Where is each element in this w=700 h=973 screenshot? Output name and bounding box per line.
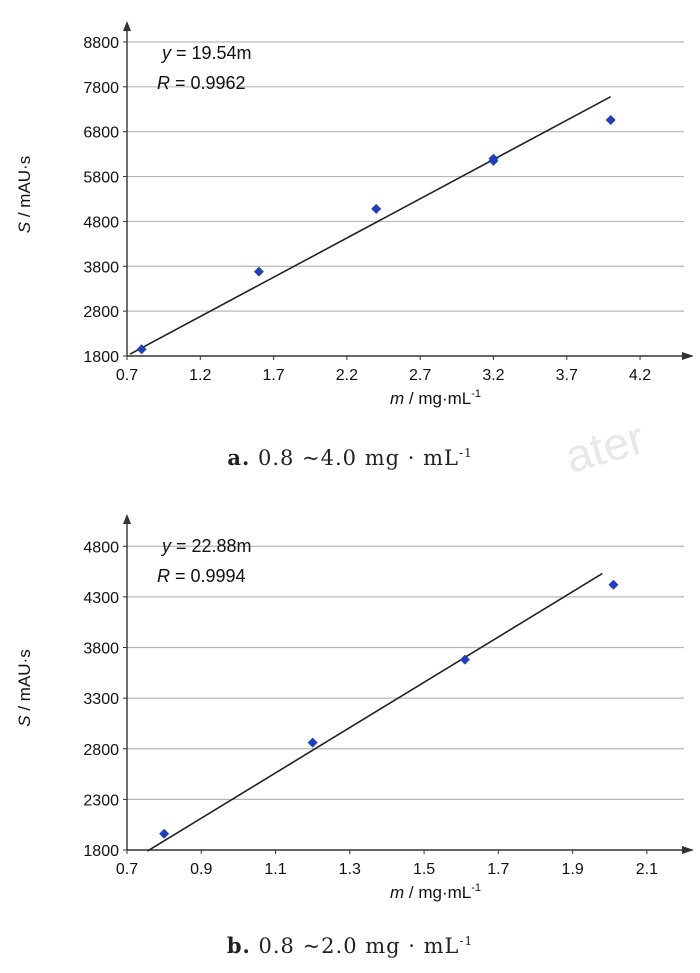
caption-b-label: b.: [226, 933, 251, 958]
chart-b-data-point: [159, 828, 170, 839]
chart-a-y-tick-label: 8800: [83, 35, 119, 52]
chart-a-y-tick-label: 2800: [83, 304, 119, 321]
chart-a-y-tick-label: 1800: [83, 349, 119, 366]
chart-a-x-tick-label: 3.7: [556, 367, 578, 384]
chart-a-x-tick-label: 3.2: [482, 367, 504, 384]
chart-a-y-axis-arrow: [123, 21, 131, 31]
chart-b: 1800 2300 2800 3300 3800 4300 4800 0.7 0.9 1.1 1.3…: [15, 514, 694, 902]
chart-b-data-point: [608, 579, 619, 590]
chart-a-data-point: [605, 115, 616, 126]
chart-b-x-axis-arrow: [682, 846, 694, 854]
chart-b-x-tick-label: 1.9: [561, 861, 583, 878]
chart-a-x-tick-label: 1.2: [189, 367, 211, 384]
chart-b-x-tick-label: 1.5: [413, 861, 435, 878]
chart-panel-a: 1800 2800 3800 4800 5800 6800 7800 8800 0.7 1.2 1.…: [0, 0, 700, 485]
chart-b-x-tick-label: 0.7: [116, 861, 138, 878]
chart-b-y-tick-label: 3800: [83, 641, 119, 658]
chart-a-y-tick-label: 3800: [83, 259, 119, 276]
chart-b-y-tick-label: 1800: [83, 843, 119, 860]
chart-a-y-tick-label: 4800: [83, 214, 119, 231]
caption-a-text: 0.8 ~4.0 mg · mL: [257, 446, 459, 470]
chart-b-y-tick-label: 3300: [83, 691, 119, 708]
chart-a-y-axis-label: S / mAU·s: [15, 156, 34, 233]
chart-b-data-point: [459, 654, 470, 665]
chart-a-x-tick-label: 4.2: [629, 367, 651, 384]
chart-a-y-tick-label: 5800: [83, 170, 119, 187]
chart-a-equation: y = 19.54m: [160, 43, 252, 63]
chart-b-x-tick-label: 1.3: [339, 861, 361, 878]
chart-panel-b: 1800 2300 2800 3300 3800 4300 4800 0.7 0.9 1.1 1.3…: [0, 488, 700, 973]
chart-a-x-tick-label: 2.2: [336, 367, 358, 384]
chart-a: 1800 2800 3800 4800 5800 6800 7800 8800 0.7 1.2 1.…: [15, 21, 694, 408]
chart-a-x-tick-label: 0.7: [116, 367, 138, 384]
chart-a-x-tick-label: 2.7: [409, 367, 431, 384]
chart-a-data-point: [253, 266, 264, 277]
chart-b-x-axis-label: m / mg·mL-1: [390, 882, 481, 902]
chart-b-y-tick-label: 4800: [83, 539, 119, 556]
chart-b-y-tick-label: 2800: [83, 742, 119, 759]
chart-b-y-axis-label: S / mAU·s: [15, 649, 34, 726]
chart-b-x-tick-label: 1.7: [487, 861, 509, 878]
chart-b-y-tick-label: 2300: [83, 792, 119, 809]
chart-b-fit-line: [147, 572, 603, 852]
chart-a-y-tick-label: 7800: [83, 80, 119, 97]
caption-b-text: 0.8 ~2.0 mg · mL: [258, 934, 460, 958]
chart-a-y-tick-label: 6800: [83, 125, 119, 142]
caption-a-label: a.: [227, 445, 251, 470]
chart-b-x-tick-label: 2.1: [636, 861, 658, 878]
chart-b-x-tick-label: 1.1: [264, 861, 286, 878]
caption-a-sup: -1: [458, 446, 473, 460]
chart-a-fit-line: [129, 95, 612, 355]
chart-a-data-point: [488, 153, 499, 164]
chart-b-x-tick-label: 0.9: [190, 861, 212, 878]
chart-a-r-value: R = 0.9962: [157, 73, 246, 93]
chart-b-equation: y = 22.88m: [160, 536, 252, 556]
chart-a-x-axis-arrow: [682, 352, 694, 360]
chart-a-data-point: [371, 203, 382, 214]
caption-b-sup: -1: [459, 934, 474, 948]
caption-a: a. 0.8 ~4.0 mg · mL-1: [0, 445, 700, 470]
caption-b: b. 0.8 ~2.0 mg · mL-1: [0, 933, 700, 958]
chart-a-x-tick-label: 1.7: [262, 367, 284, 384]
chart-a-x-axis-label: m / mg·mL-1: [390, 388, 481, 408]
chart-b-r-value: R = 0.9994: [157, 566, 246, 586]
chart-b-y-tick-label: 4300: [83, 590, 119, 607]
chart-b-data-point: [307, 737, 318, 748]
chart-a-data-point: [136, 344, 147, 355]
chart-b-y-axis-arrow: [123, 514, 131, 524]
